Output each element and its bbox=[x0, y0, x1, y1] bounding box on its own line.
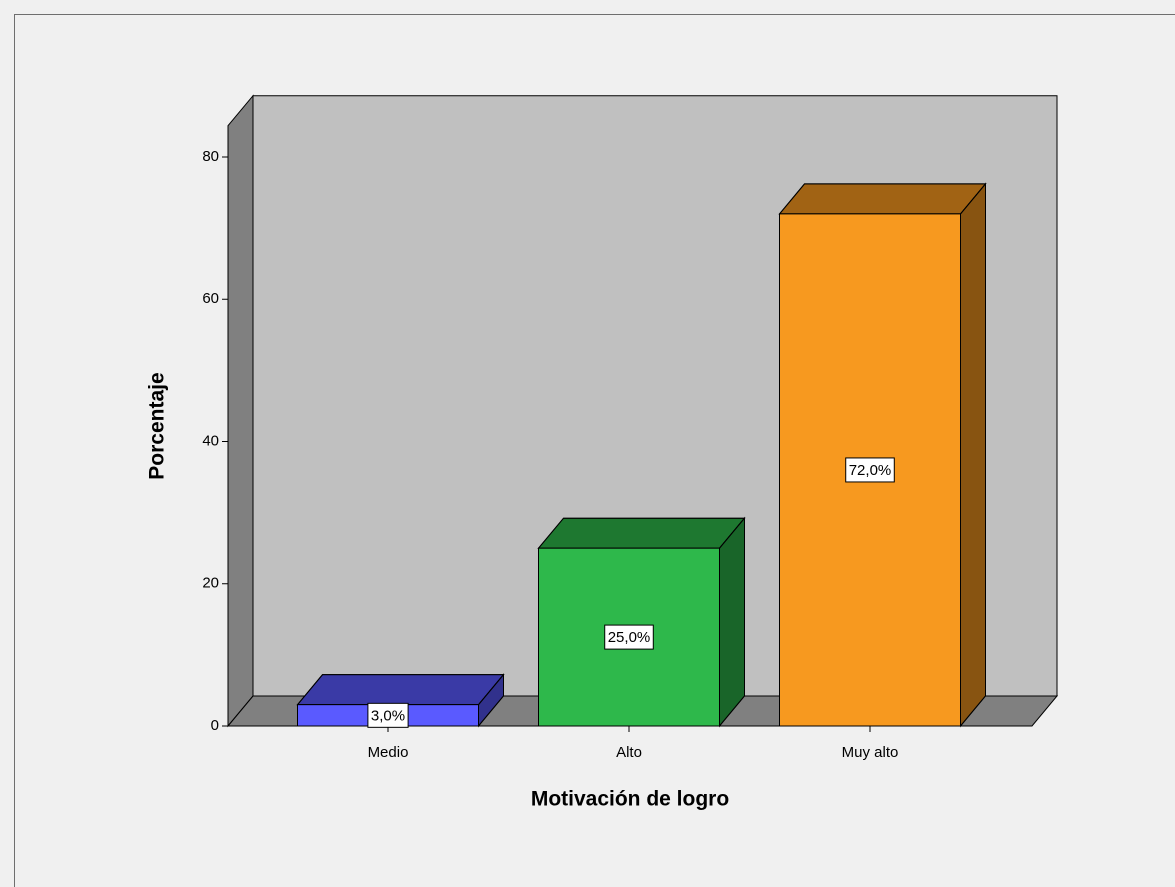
y-tick-label: 0 bbox=[211, 717, 219, 734]
y-tick-label: 80 bbox=[202, 148, 219, 165]
left-wall bbox=[227, 94, 254, 728]
x-tick-label: Alto bbox=[616, 744, 642, 761]
bar-top-shade bbox=[537, 517, 746, 549]
bar-side-shade bbox=[960, 182, 986, 728]
value-label-box bbox=[845, 457, 895, 483]
x-tick-label: Medio bbox=[368, 744, 409, 761]
y-tick-label: 60 bbox=[202, 290, 219, 307]
value-label: 25,0% bbox=[608, 629, 651, 646]
value-label: 3,0% bbox=[371, 707, 405, 724]
x-tick-label: Muy alto bbox=[842, 744, 899, 761]
bar-top-shade bbox=[778, 183, 987, 215]
value-label: 72,0% bbox=[849, 462, 892, 479]
x-axis-title: Motivación de logro bbox=[531, 788, 729, 811]
value-label-box bbox=[604, 624, 654, 650]
bar-side-shade bbox=[719, 516, 745, 728]
y-tick-label: 20 bbox=[202, 575, 219, 592]
value-label-box bbox=[367, 702, 409, 728]
y-axis-title: Porcentaje bbox=[146, 372, 169, 479]
y-tick-label: 40 bbox=[202, 432, 219, 449]
bar-top-shade bbox=[296, 674, 505, 706]
